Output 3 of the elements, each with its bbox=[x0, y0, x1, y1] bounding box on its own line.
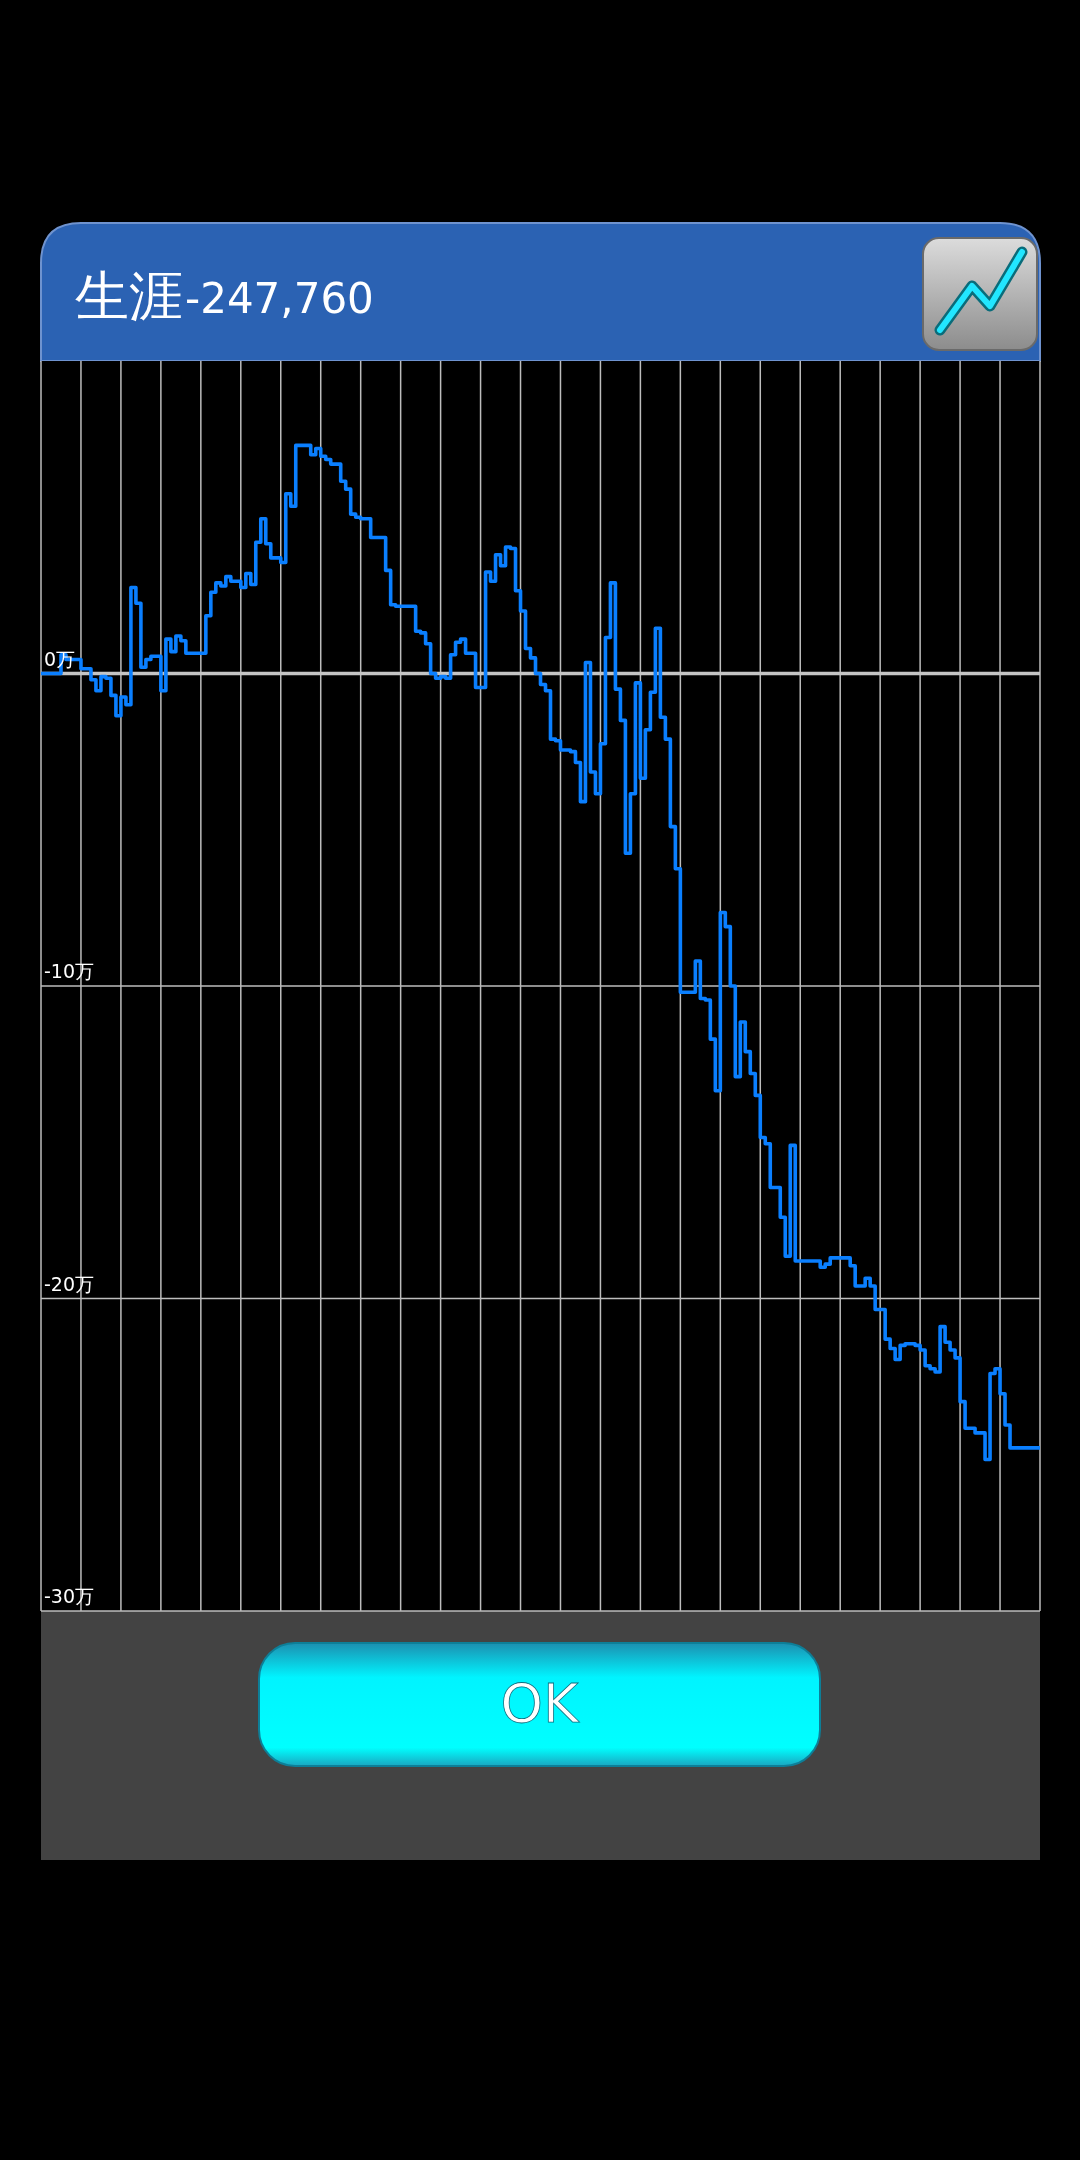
chart-subtitle: -247,760 bbox=[185, 274, 374, 323]
text: OK bbox=[500, 1672, 581, 1735]
chart-title: 生涯 bbox=[75, 265, 183, 328]
